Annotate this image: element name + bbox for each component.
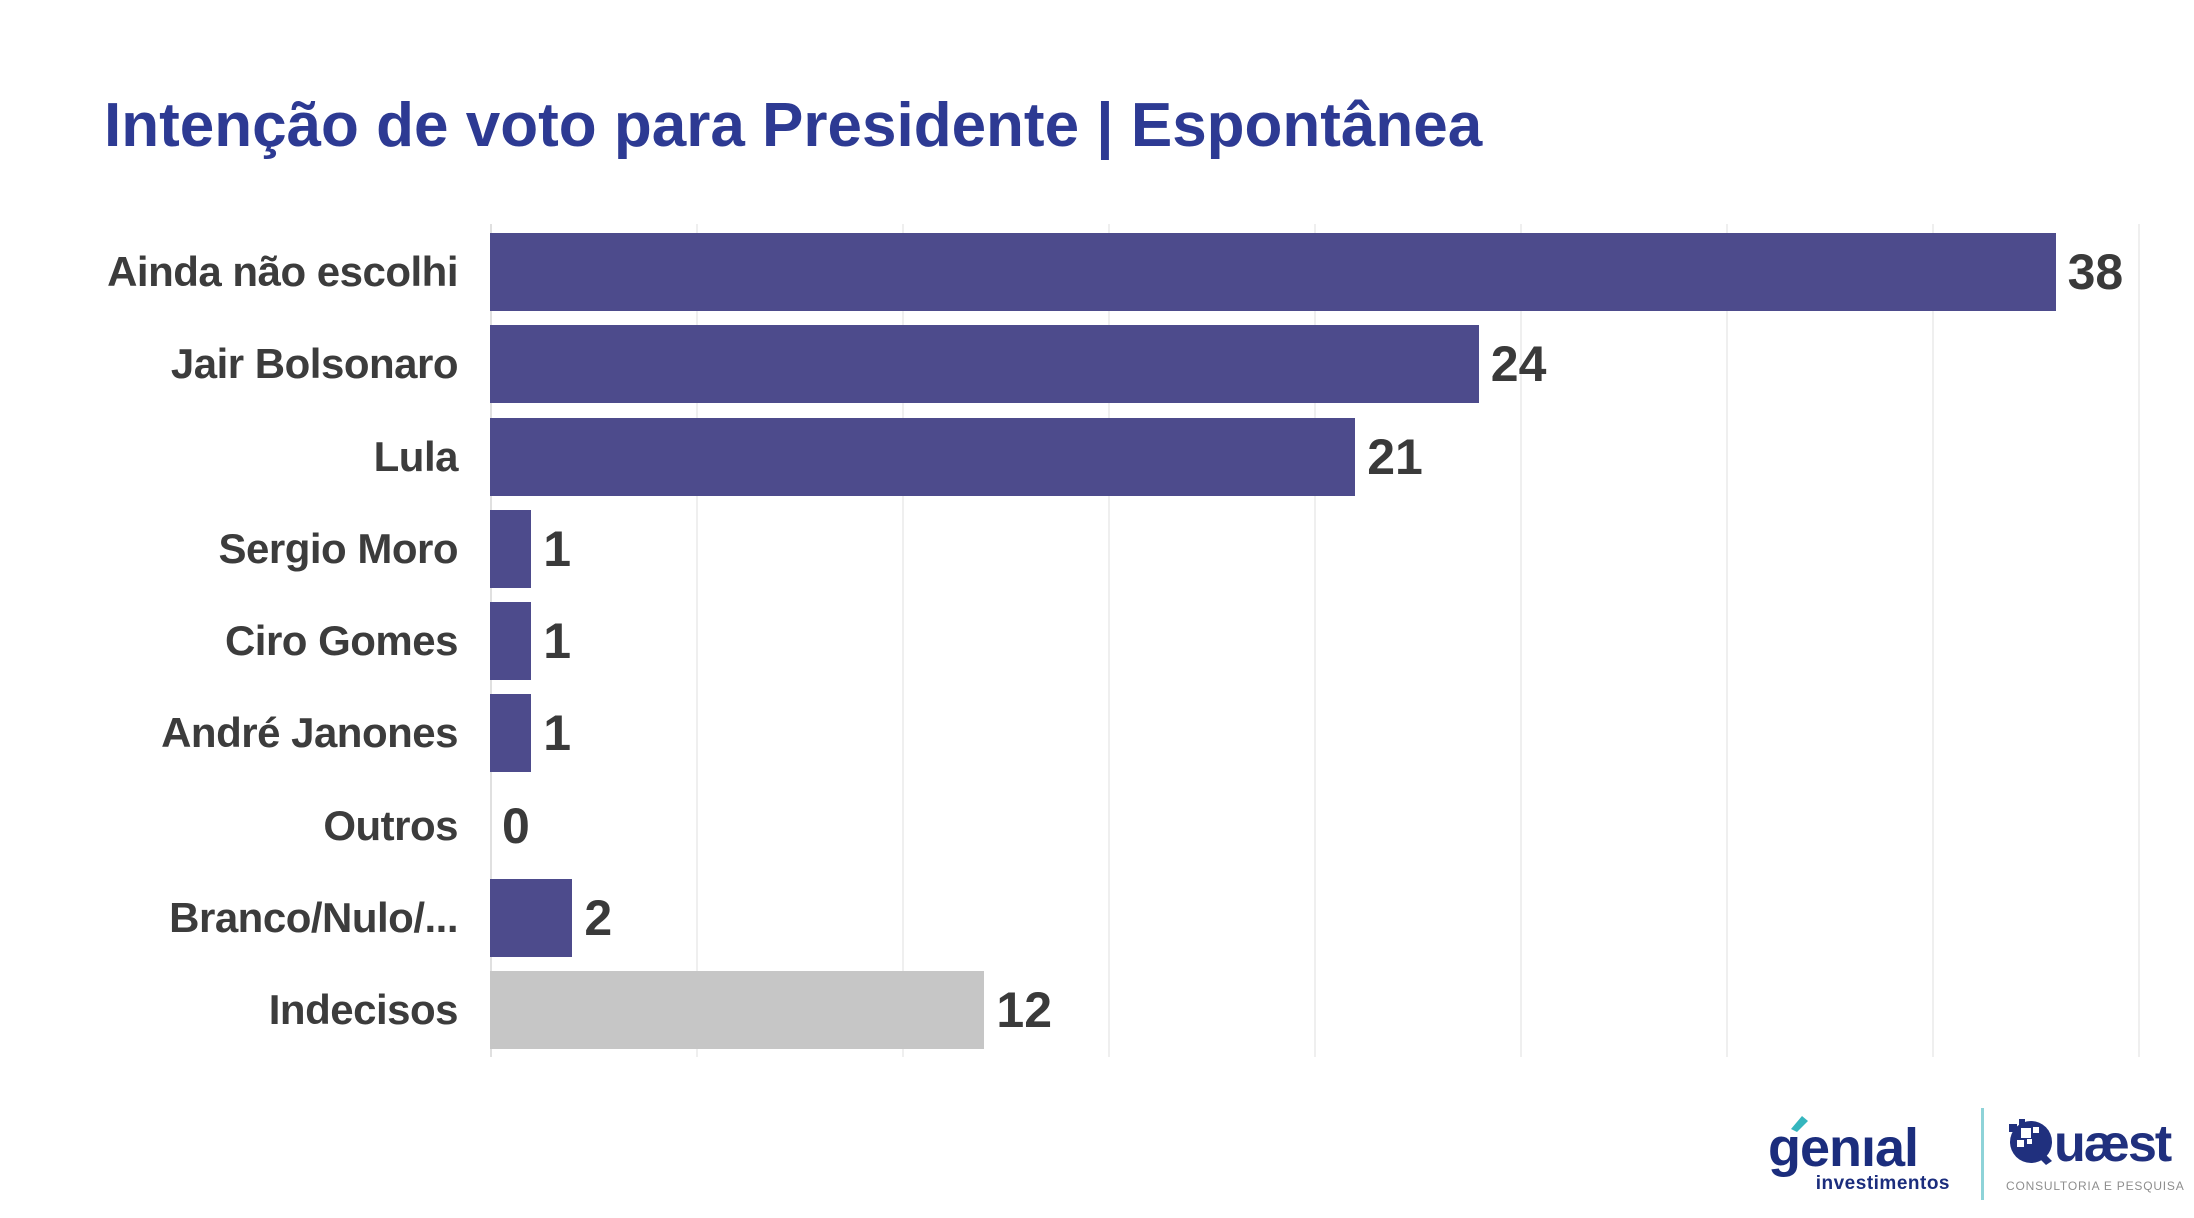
table-row: Indecisos 12 — [0, 971, 2194, 1063]
table-row: André Janones 1 — [0, 694, 2194, 786]
bar — [490, 325, 1479, 404]
quaest-logo: uæst CONSULTORIA E PESQUISA — [2006, 1118, 2185, 1193]
table-row: Lula 21 — [0, 417, 2194, 510]
quaest-wordmark: uæst — [2054, 1115, 2172, 1173]
table-row: Branco/Nulo/... 2 — [0, 879, 2194, 971]
bar — [490, 417, 1356, 496]
bar-track: 2 — [490, 879, 613, 958]
value-label: 12 — [996, 982, 1053, 1039]
bar — [490, 602, 532, 681]
table-row: Sergio Moro 1 — [0, 509, 2194, 602]
bar-track: 1 — [490, 602, 571, 681]
category-label: Lula — [373, 432, 459, 480]
category-label: André Janones — [161, 709, 458, 757]
table-row: Outros 0 — [0, 787, 2194, 879]
bar — [490, 879, 573, 958]
quaest-q-icon — [2006, 1118, 2054, 1171]
genial-subtitle: investimentos — [1815, 1172, 1950, 1194]
gridline — [1520, 224, 1522, 1057]
bar-track: 38 — [490, 233, 2123, 311]
value-label: 1 — [543, 705, 571, 762]
bar-chart: Ainda não escolhi 38 Jair Bolsonaro 24 L… — [0, 233, 2194, 1064]
bar-track: 1 — [490, 509, 571, 588]
table-row: Ciro Gomes 1 — [0, 602, 2194, 694]
table-row: Jair Bolsonaro 24 — [0, 325, 2194, 417]
value-label: 1 — [543, 613, 571, 670]
value-label: 2 — [584, 890, 613, 947]
bar-track: 1 — [490, 694, 571, 773]
category-label: Branco/Nulo/... — [169, 894, 458, 942]
category-label: Ciro Gomes — [224, 617, 459, 665]
bar — [490, 233, 2056, 311]
value-label: 0 — [502, 797, 530, 854]
genial-accent-icon — [1790, 1114, 1810, 1138]
gridline — [1108, 224, 1110, 1057]
gridline — [1314, 224, 1316, 1057]
bar-track: 24 — [490, 325, 1547, 404]
table-row: Ainda não escolhi 38 — [0, 233, 2194, 325]
bar — [490, 971, 985, 1050]
gridline — [1932, 224, 1934, 1057]
genial-logo: genıal investimentos — [1768, 1116, 1950, 1195]
gridline — [2138, 224, 2140, 1057]
page-title: Intenção de voto para Presidente | Espon… — [104, 91, 1483, 160]
bar-track: 21 — [490, 417, 1423, 496]
quaest-tagline: CONSULTORIA E PESQUISA — [2006, 1179, 2185, 1193]
gridline — [902, 224, 904, 1057]
value-label: 21 — [1367, 428, 1423, 485]
category-label: Outros — [323, 801, 458, 849]
bar-track: 0 — [490, 787, 530, 865]
bar — [490, 509, 532, 588]
value-label: 38 — [2067, 244, 2124, 300]
bar-track: 12 — [490, 971, 1053, 1050]
category-label: Sergio Moro — [218, 524, 458, 572]
category-label: Jair Bolsonaro — [170, 340, 459, 388]
bar — [490, 694, 532, 773]
logo-divider — [1981, 1108, 1984, 1200]
gridline — [696, 224, 698, 1057]
category-label: Indecisos — [268, 986, 459, 1034]
value-label: 1 — [543, 520, 571, 577]
category-label: Ainda não escolhi — [107, 248, 458, 295]
gridline — [1726, 224, 1728, 1057]
value-label: 24 — [1490, 336, 1547, 393]
